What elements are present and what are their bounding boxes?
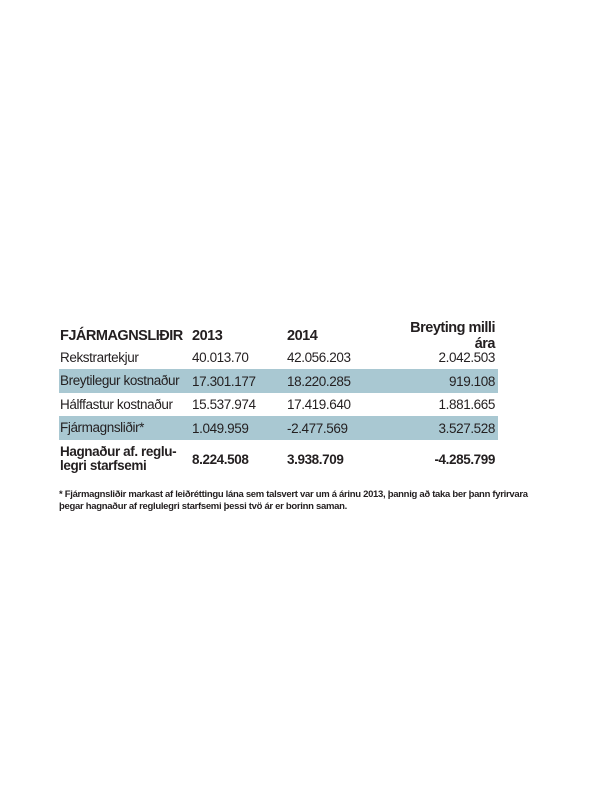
row-label: Hálffastur kostnaður bbox=[60, 396, 173, 412]
row-label: Rekstrartekjur bbox=[60, 349, 139, 365]
row-value-change: 1.881.665 bbox=[438, 397, 496, 412]
row-value-2014: 18.220.285 bbox=[287, 373, 351, 389]
row-value-change: 919.108 bbox=[449, 373, 495, 389]
table-row-highlighted: Fjármagnsliðir* 1.049.959 -2.477.569 3.5… bbox=[59, 416, 498, 440]
table-total-row: Hagnaður af. reglu- legri starfsemi 8.22… bbox=[59, 440, 498, 478]
total-row-label: Hagnaður af. reglu- legri starfsemi bbox=[60, 444, 177, 473]
row-value-2013: 40.013.70 bbox=[192, 350, 249, 365]
row-value-2013: 1.049.959 bbox=[192, 420, 249, 436]
row-value-2013: 17.301.177 bbox=[192, 373, 256, 389]
total-row-value-2014: 3.938.709 bbox=[287, 451, 344, 467]
row-label: Fjármagnsliðir* bbox=[60, 420, 145, 435]
column-header-change: Breyting milli ára bbox=[410, 320, 495, 352]
total-row-value-2013: 8.224.508 bbox=[192, 451, 249, 467]
row-value-2014: -2.477.569 bbox=[287, 420, 348, 436]
row-value-change: 3.527.528 bbox=[438, 420, 496, 436]
table-row-highlighted: Breytilegur kostnaður 17.301.177 18.220.… bbox=[59, 369, 498, 393]
column-header-2014: 2014 bbox=[287, 328, 318, 344]
row-label: Breytilegur kostnaður bbox=[60, 373, 180, 388]
table-row: Rekstrartekjur 40.013.70 42.056.203 2.04… bbox=[59, 346, 498, 369]
column-header-category: FJÁRMAGNSLIÐIR bbox=[60, 328, 183, 344]
column-header-2013: 2013 bbox=[192, 328, 223, 344]
row-value-2014: 17.419.640 bbox=[287, 397, 351, 412]
total-row-value-change: -4.285.799 bbox=[434, 451, 495, 467]
row-value-2013: 15.537.974 bbox=[192, 397, 256, 412]
row-value-change: 2.042.503 bbox=[438, 350, 496, 365]
row-value-2014: 42.056.203 bbox=[287, 350, 351, 365]
table-footnote: * Fjármagnsliðir markast af leiðréttingu… bbox=[59, 489, 528, 512]
table-header-row: FJÁRMAGNSLIÐIR 2013 2014 Breyting milli … bbox=[59, 320, 498, 352]
table-row: Hálffastur kostnaður 15.537.974 17.419.6… bbox=[59, 393, 498, 416]
financial-table: FJÁRMAGNSLIÐIR 2013 2014 Breyting milli … bbox=[59, 320, 528, 512]
